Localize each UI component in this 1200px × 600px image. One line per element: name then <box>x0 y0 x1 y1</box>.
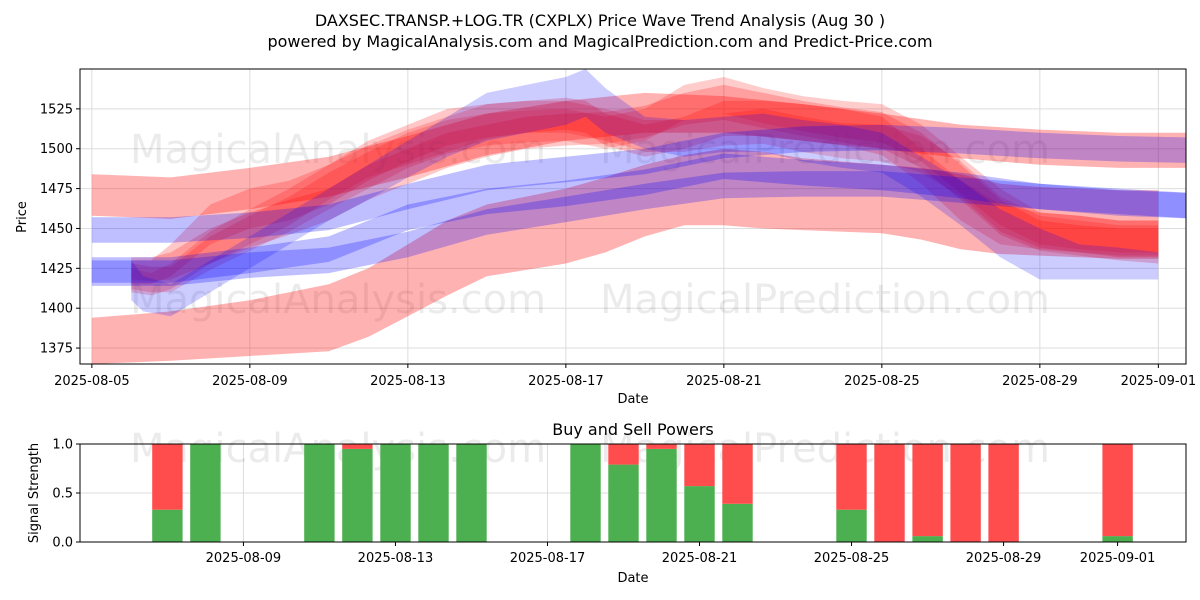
top-x-tick-label: 2025-08-21 <box>686 374 762 389</box>
watermark-text: MagicalAnalysis.com <box>130 277 546 323</box>
top-gridlines <box>80 69 1186 364</box>
sell-power-bar <box>988 444 1019 542</box>
buy-sell-panel: Buy and Sell Powers MagicalAnalysis.com … <box>27 420 1187 586</box>
top-x-tick-label: 2025-08-05 <box>54 374 130 389</box>
sell-power-bar <box>646 444 677 449</box>
bottom-x-axis-title: Date <box>617 571 648 586</box>
top-y-tick-label: 1400 <box>40 302 73 317</box>
chart-subtitle: powered by MagicalAnalysis.com and Magic… <box>267 32 932 51</box>
buy-power-bar <box>380 444 411 542</box>
top-y-tick-label: 1375 <box>40 342 73 357</box>
bottom-x-axis: 2025-08-09 2025-08-13 2025-08-17 2025-08-21… <box>206 542 1156 566</box>
sell-power-bar <box>836 444 867 510</box>
top-plot-frame <box>79 68 1187 365</box>
top-y-tick-label: 1500 <box>40 142 73 157</box>
chart-title: DAXSEC.TRANSP.+LOG.TR (CXPLX) Price Wave… <box>315 11 885 30</box>
bottom-y-axis: 0.0 0.5 1.0 <box>52 438 80 551</box>
bottom-x-tick-label: 2025-08-13 <box>358 551 434 566</box>
buy-power-bar <box>304 444 335 542</box>
top-x-tick-label: 2025-08-17 <box>528 374 604 389</box>
sell-power-bar <box>722 444 753 504</box>
sell-power-bar <box>152 444 183 510</box>
top-y-tick-label: 1525 <box>40 102 73 117</box>
red-price-band-3 <box>131 84 1159 282</box>
buy-power-bar <box>418 444 449 542</box>
buy-sell-title: Buy and Sell Powers <box>552 420 714 439</box>
top-x-axis-title: Date <box>617 392 648 407</box>
top-x-tick-label: 2025-08-09 <box>212 374 288 389</box>
buy-power-bar <box>722 503 753 542</box>
buy-power-bar <box>152 509 183 542</box>
top-x-tick-label: 2025-08-25 <box>844 374 920 389</box>
watermark-text: MagicalPrediction.com <box>600 127 1050 173</box>
buy-power-bar <box>570 444 601 542</box>
buy-power-bar <box>1102 536 1133 542</box>
bottom-y-tick-label: 1.0 <box>52 438 73 453</box>
bottom-x-tick-label: 2025-08-29 <box>966 551 1042 566</box>
top-x-axis: 2025-08-05 2025-08-09 2025-08-13 2025-08-17… <box>54 364 1196 389</box>
bottom-y-tick-label: 0.5 <box>52 487 73 502</box>
sell-power-bar <box>684 444 715 487</box>
buy-power-bar <box>646 448 677 542</box>
sell-power-bar <box>912 444 943 537</box>
buy-power-bar <box>836 509 867 542</box>
price-wave-panel: MagicalAnalysis.com MagicalPrediction.co… <box>15 68 1196 407</box>
bottom-x-tick-label: 2025-09-01 <box>1080 551 1156 566</box>
bottom-x-tick-label: 2025-08-21 <box>662 551 738 566</box>
top-y-axis-title: Price <box>15 201 30 233</box>
blue-price-band-9 <box>131 69 1159 317</box>
top-y-axis: 1375 1400 1425 1450 1475 1500 1525 <box>40 102 80 357</box>
red-price-band-2 <box>131 97 1159 285</box>
blue-price-band-7 <box>91 171 1186 286</box>
buy-power-bar <box>684 486 715 542</box>
top-y-tick-label: 1475 <box>40 182 73 197</box>
top-y-tick-label: 1450 <box>40 222 73 237</box>
bottom-x-tick-label: 2025-08-09 <box>206 551 282 566</box>
bottom-x-tick-label: 2025-08-25 <box>814 551 890 566</box>
buy-power-bar <box>342 448 373 542</box>
buy-power-bar <box>190 444 221 542</box>
top-x-tick-label: 2025-09-01 <box>1121 374 1197 389</box>
red-price-band-0 <box>91 92 1186 219</box>
bottom-x-tick-label: 2025-08-17 <box>510 551 586 566</box>
top-watermarks: MagicalAnalysis.com MagicalPrediction.co… <box>130 127 1050 323</box>
top-x-tick-label: 2025-08-13 <box>370 374 446 389</box>
sell-power-bar <box>950 444 981 542</box>
watermark-text: MagicalPrediction.com <box>600 277 1050 323</box>
blue-price-band-6 <box>91 124 1186 243</box>
blue-price-band-8 <box>91 153 1186 283</box>
watermark-text: MagicalAnalysis.com <box>130 127 546 173</box>
bottom-y-axis-title: Signal Strength <box>27 443 42 543</box>
sell-power-bar <box>342 444 373 449</box>
price-bands <box>91 69 1186 364</box>
top-x-tick-label: 2025-08-29 <box>1002 374 1078 389</box>
red-price-band-5 <box>131 100 1159 296</box>
bottom-y-tick-label: 0.0 <box>52 536 73 551</box>
top-y-tick-label: 1425 <box>40 262 73 277</box>
red-price-band-1 <box>91 148 1159 364</box>
sell-power-bar <box>874 444 905 542</box>
buy-power-bar <box>456 444 487 542</box>
buy-power-bar <box>608 464 639 542</box>
red-price-band-4 <box>131 77 1159 293</box>
buy-sell-bars <box>152 444 1133 542</box>
sell-power-bar <box>1102 444 1133 537</box>
sell-power-bar <box>608 444 639 465</box>
buy-power-bar <box>912 536 943 542</box>
